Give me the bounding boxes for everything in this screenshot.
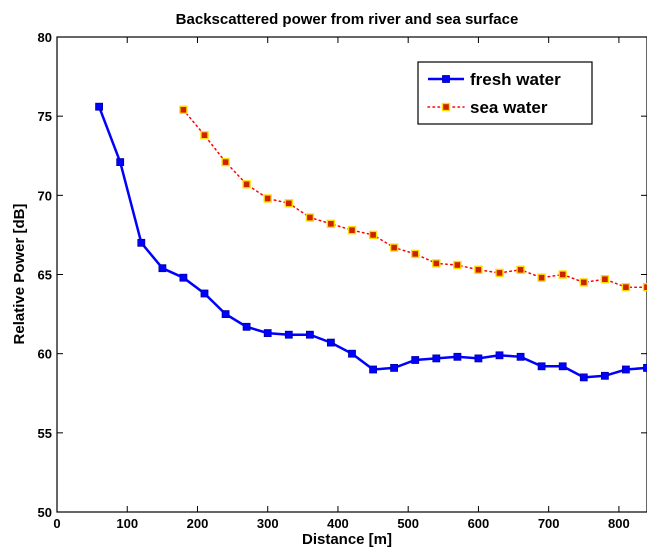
- data-point: [496, 352, 503, 359]
- data-point: [222, 159, 229, 166]
- data-point: [559, 363, 566, 370]
- data-point: [285, 331, 292, 338]
- data-point: [622, 366, 629, 373]
- plot-area: 0 100 200 300 400 500 600 700 800 50 55 60 65 70 75 80 f…: [38, 30, 647, 531]
- data-point: [454, 262, 461, 269]
- data-point: [349, 227, 356, 234]
- data-point: [391, 364, 398, 371]
- data-point: [475, 266, 482, 273]
- x-tick-label: 0: [53, 516, 60, 531]
- legend-label: fresh water: [470, 70, 561, 89]
- data-point: [391, 244, 398, 251]
- y-tick-label: 55: [38, 426, 52, 441]
- y-tick-label: 60: [38, 347, 52, 362]
- x-axis-title: Distance [m]: [302, 531, 392, 548]
- data-point: [327, 220, 334, 227]
- data-point: [454, 353, 461, 360]
- data-point: [370, 231, 377, 238]
- data-point: [96, 103, 103, 110]
- data-point: [222, 311, 229, 318]
- data-point: [475, 355, 482, 362]
- x-tick-label: 500: [397, 516, 419, 531]
- x-tick-label: 400: [327, 516, 349, 531]
- y-axis-title: Relative Power [dB]: [11, 204, 28, 345]
- y-tick-label: 70: [38, 188, 52, 203]
- x-tick-label: 600: [468, 516, 490, 531]
- data-point: [538, 363, 545, 370]
- data-point: [201, 290, 208, 297]
- x-tick-label: 700: [538, 516, 560, 531]
- data-point: [370, 366, 377, 373]
- data-point: [306, 331, 313, 338]
- y-tick-label: 80: [38, 30, 52, 45]
- data-point: [601, 372, 608, 379]
- data-point: [601, 276, 608, 283]
- data-point: [580, 374, 587, 381]
- data-point: [306, 214, 313, 221]
- data-point: [180, 106, 187, 113]
- data-point: [180, 274, 187, 281]
- data-point: [517, 266, 524, 273]
- y-tick-label: 50: [38, 505, 52, 520]
- y-tick-label: 75: [38, 109, 52, 124]
- data-point: [559, 271, 566, 278]
- data-point: [117, 159, 124, 166]
- chart-title: Backscattered power from river and sea s…: [176, 11, 519, 28]
- data-point: [201, 132, 208, 139]
- data-point: [327, 339, 334, 346]
- data-point: [496, 269, 503, 276]
- data-point: [622, 284, 629, 291]
- x-tick-label: 300: [257, 516, 279, 531]
- data-point: [644, 284, 647, 291]
- data-point: [580, 279, 587, 286]
- x-tick-label: 800: [608, 516, 630, 531]
- data-point: [644, 364, 647, 371]
- legend-label: sea water: [470, 98, 548, 117]
- legend: fresh water sea water: [418, 62, 592, 124]
- legend-marker: [443, 76, 450, 83]
- data-point: [243, 323, 250, 330]
- data-point: [264, 195, 271, 202]
- data-point: [517, 353, 524, 360]
- x-tick-label: 100: [116, 516, 138, 531]
- legend-marker: [443, 104, 450, 111]
- x-tick-label: 200: [187, 516, 209, 531]
- data-point: [159, 265, 166, 272]
- data-point: [538, 274, 545, 281]
- data-point: [138, 239, 145, 246]
- data-point: [264, 330, 271, 337]
- data-point: [412, 250, 419, 257]
- data-point: [412, 357, 419, 364]
- data-point: [349, 350, 356, 357]
- data-point: [243, 181, 250, 188]
- data-point: [285, 200, 292, 207]
- data-point: [433, 355, 440, 362]
- data-point: [433, 260, 440, 267]
- y-tick-label: 65: [38, 268, 52, 283]
